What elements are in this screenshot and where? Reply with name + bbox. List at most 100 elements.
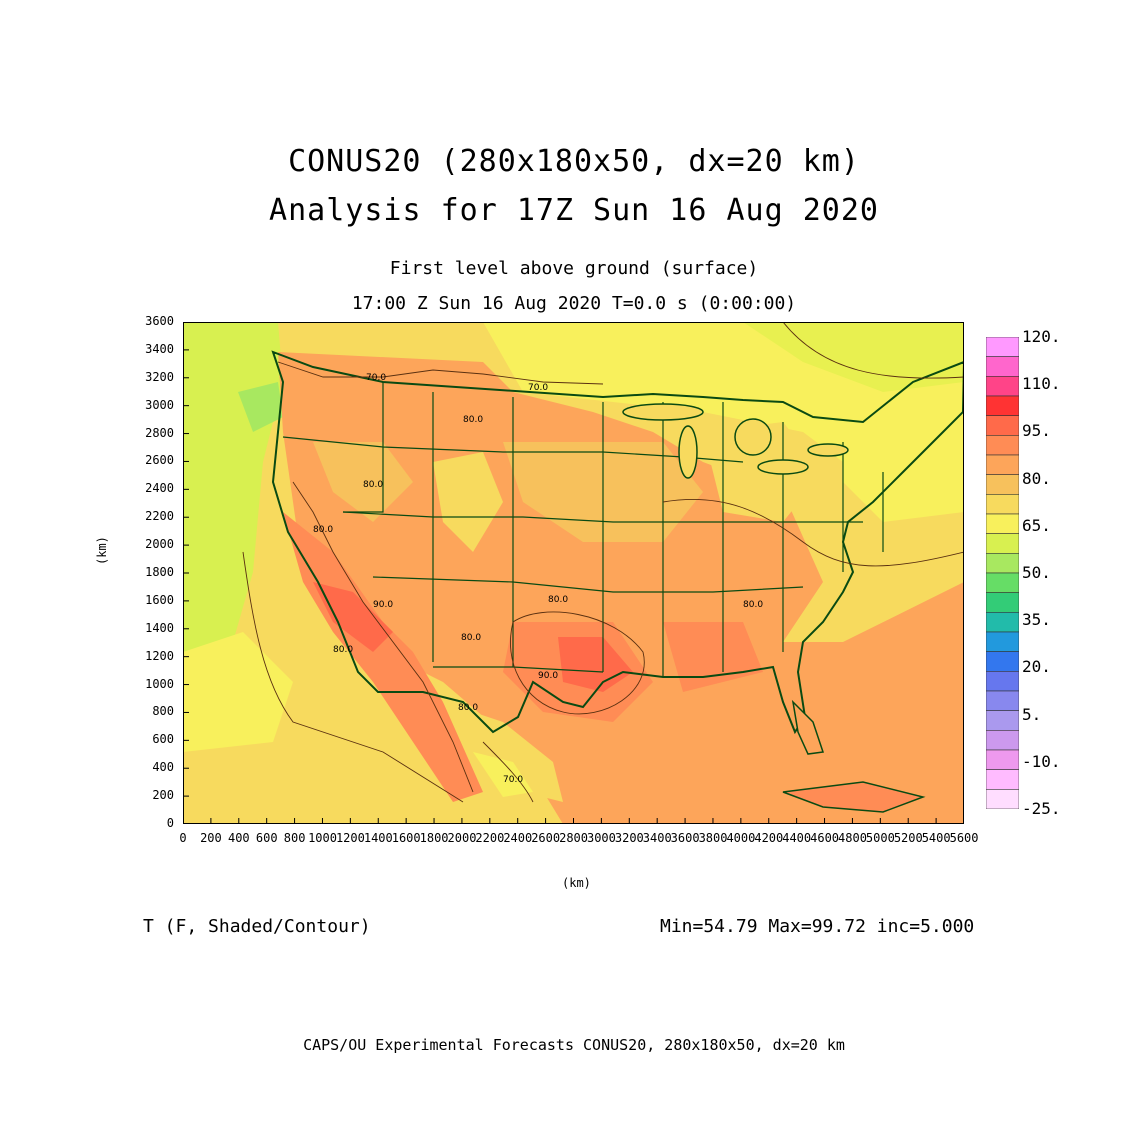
- colorbar-swatch: [986, 356, 1019, 377]
- y-tick-label: 1800: [145, 565, 174, 579]
- x-tick-label: 200: [200, 831, 222, 845]
- colorbar-swatch: [986, 376, 1019, 397]
- colorbar-label: 80.: [1022, 468, 1051, 488]
- colorbar-label: -10.: [1022, 751, 1061, 771]
- colorbar-swatch: [986, 789, 1019, 809]
- colorbar-swatch: [986, 337, 1019, 357]
- y-tick-label: 0: [166, 816, 174, 830]
- x-tick-label: 3200: [614, 831, 644, 845]
- shade-northeast: [843, 412, 964, 522]
- x-tick-label: 800: [283, 831, 306, 845]
- colorbar-swatch: [986, 435, 1019, 456]
- colorbar-swatch: [986, 513, 1019, 534]
- x-tick-label: 1800: [419, 831, 449, 845]
- level-label: First level above ground (surface): [389, 258, 759, 279]
- colorbar-swatch: [986, 690, 1019, 711]
- colorbar-swatch: [986, 671, 1019, 692]
- colorbar-swatch: [986, 572, 1019, 593]
- x-tick-label: 4200: [754, 831, 784, 845]
- x-tick-label: 1600: [391, 831, 421, 845]
- contour-label: 80.0: [333, 645, 353, 655]
- x-tick-label: 0: [179, 831, 187, 845]
- x-tick-label: 2200: [475, 831, 505, 845]
- colorbar-swatch: [986, 454, 1019, 475]
- y-tick-label: 400: [152, 760, 174, 775]
- stats-label: Min=54.79 Max=99.72 inc=5.000: [660, 916, 975, 937]
- y-tick-label: 3600: [145, 314, 174, 328]
- contour-label: 80.0: [743, 600, 763, 610]
- contour-label: 80.0: [461, 633, 481, 643]
- colorbar-swatch: [986, 651, 1019, 672]
- x-tick-label: 4800: [838, 831, 867, 845]
- y-tick-label: 1000: [145, 676, 174, 691]
- y-tick-label: 2600: [145, 453, 174, 468]
- contour-label: 80.0: [363, 480, 383, 490]
- x-tick-label: 4600: [810, 831, 840, 845]
- y-axis-label: (km): [95, 536, 109, 565]
- contour-label: 70.0: [528, 383, 548, 393]
- y-tick-label: 3000: [145, 397, 174, 412]
- colorbar-swatch: [986, 533, 1019, 554]
- colorbar-swatch: [986, 730, 1019, 751]
- colorbar-swatch: [986, 494, 1019, 515]
- colorbar-label: 65.: [1022, 515, 1051, 535]
- x-tick-label: 600: [255, 831, 278, 845]
- shade-southwest-hot: [283, 512, 483, 802]
- y-tick-label: 2000: [145, 537, 174, 552]
- y-tick-label: 1200: [145, 648, 174, 663]
- x-tick-label: 5200: [893, 831, 923, 845]
- x-tick-label: 3000: [586, 831, 616, 845]
- contour-label: 80.0: [458, 703, 478, 713]
- x-tick-label: 2800: [559, 831, 588, 845]
- x-tick-label: 3400: [642, 831, 672, 845]
- colorbar-label: 50.: [1022, 563, 1051, 582]
- shade-texas-hottest: [558, 637, 633, 692]
- great-lakes: [622, 403, 849, 479]
- variable-label: T (F, Shaded/Contour): [143, 916, 371, 937]
- y-tick-label: 800: [152, 704, 174, 719]
- contour-label: 90.0: [538, 671, 558, 681]
- shade-coast-cold: [238, 382, 283, 432]
- axis-ticks: [183, 322, 964, 824]
- x-tick-label: 2600: [531, 831, 561, 845]
- contour-label: 70.0: [503, 775, 523, 785]
- colorbar-swatch: [986, 710, 1019, 731]
- y-tick-label: 1600: [145, 592, 174, 607]
- x-tick-label: 3600: [670, 831, 700, 845]
- colorbar-swatch: [986, 395, 1019, 416]
- shade-mexico-cool: [473, 752, 533, 797]
- credit-label: CAPS/OU Experimental Forecasts CONUS20, …: [303, 1036, 845, 1054]
- colorbar-swatch: [986, 749, 1019, 770]
- colorbar-label: 110.: [1022, 374, 1061, 394]
- x-tick-label: 3800: [698, 831, 728, 845]
- contour-lines: [242, 322, 964, 803]
- x-tick-label: 5400: [921, 831, 951, 845]
- shade-gulf-hot: [663, 622, 763, 692]
- shade-pacific-mid: [183, 632, 293, 752]
- title-line-1: CONUS20 (280x180x50, dx=20 km): [288, 144, 860, 179]
- contour-label: 80.0: [548, 595, 568, 605]
- x-tick-label: 5600: [949, 831, 979, 845]
- x-tick-label: 400: [227, 831, 250, 845]
- colorbar-swatch: [986, 592, 1019, 613]
- shade-great-basin: [313, 442, 413, 522]
- x-tick-label: 1000: [308, 831, 337, 845]
- colorbar-label: 20.: [1022, 657, 1051, 677]
- valid-time: 17:00 Z Sun 16 Aug 2020 T=0.0 s (0:00:00…: [351, 293, 797, 314]
- y-tick-label: 2200: [145, 509, 174, 524]
- y-tick-label: 3400: [145, 341, 174, 356]
- colorbar-swatch: [986, 769, 1019, 790]
- colorbar-label: -25.: [1022, 799, 1061, 818]
- x-tick-label: 1400: [363, 831, 393, 845]
- cuba: [782, 781, 926, 813]
- contour-label: 90.0: [373, 600, 393, 610]
- colorbar-label: 5.: [1022, 704, 1042, 724]
- colorbar-label: 35.: [1022, 610, 1051, 630]
- colorbar-swatch: [986, 474, 1019, 495]
- y-tick-label: 200: [152, 788, 174, 803]
- shade-desert-hottest: [313, 582, 393, 652]
- y-tick-label: 2400: [145, 481, 174, 496]
- contour-label: 70.0: [366, 373, 386, 383]
- y-tick-label: 3200: [145, 369, 174, 384]
- shade-mexico-plateau: [443, 702, 563, 802]
